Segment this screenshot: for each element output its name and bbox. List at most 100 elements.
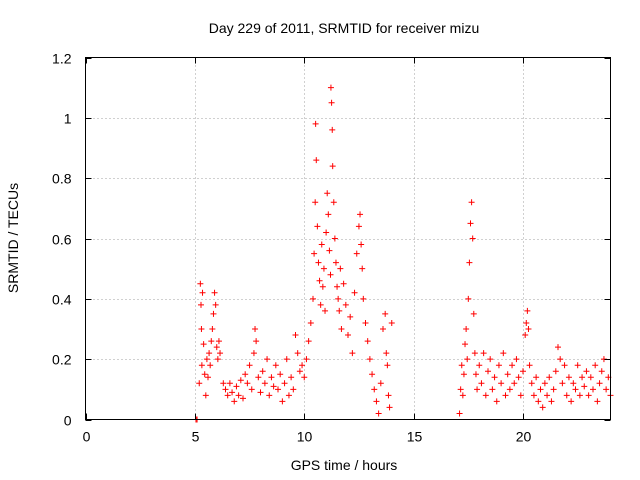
x-axis-label: GPS time / hours [291,457,398,473]
data-point [522,332,529,339]
data-point [369,371,376,378]
data-point [513,356,520,363]
data-point [301,374,308,381]
data-point [587,374,594,381]
data-point [233,383,240,390]
data-point [307,319,314,326]
axes: 0 0.2 0.4 0.6 0.8 1 1.2 0 5 10 15 20 [52,51,611,445]
data-point [329,163,336,170]
data-point [491,374,498,381]
data-point [330,199,337,206]
data-point [353,250,360,257]
data-point [495,362,502,369]
data-point [574,362,581,369]
data-point [576,392,583,399]
data-point [312,199,319,206]
data-point [526,362,533,369]
y-axis-label: SRMTID / TECUs [5,183,21,293]
data-point [511,380,518,387]
data-point [319,283,326,290]
data-point [362,319,369,326]
data-point [550,386,557,393]
data-point [476,362,483,369]
data-point [467,220,474,227]
data-point [250,350,257,357]
data-point [459,392,466,399]
data-point [559,380,566,387]
data-point [371,386,378,393]
data-point [202,392,209,399]
data-point [561,362,568,369]
data-point [252,326,259,332]
data-point [209,326,216,332]
data-point [506,386,513,393]
data-point [590,386,596,393]
y-tick-label: 0.6 [52,232,72,248]
data-point [572,386,579,393]
data-point [583,368,590,375]
data-point [535,398,542,405]
data-point [212,301,219,308]
data-point [474,386,481,393]
data-point [328,99,335,106]
data-point [570,380,577,387]
data-point [296,368,303,375]
data-point [222,386,229,393]
data-point [465,295,472,302]
data-point [200,341,207,348]
data-point [244,380,251,387]
data-point [355,223,362,230]
data-point [388,319,395,326]
data-point [310,295,316,302]
data-point [220,380,227,387]
data-point [585,392,592,399]
data-point [515,374,522,381]
y-tick-label: 0.8 [52,171,72,187]
data-point [329,126,336,133]
data-point [198,301,204,308]
data-point [277,371,284,378]
data-point [598,368,605,375]
data-point [525,326,532,332]
data-point [305,338,312,345]
y-tick-label: 0.2 [52,352,72,368]
data-point [471,350,478,357]
data-point [325,211,332,218]
data-point [327,84,334,91]
data-point [457,386,464,393]
data-point [528,380,535,387]
data-point [366,356,373,363]
data-point [458,362,465,369]
data-point [336,307,343,314]
data-point [383,350,390,357]
data-point [342,301,349,308]
data-point [332,259,339,266]
data-point [246,362,253,369]
data-point [198,326,205,332]
data-point [316,277,323,284]
data-point [231,398,238,405]
data-point [470,310,477,317]
data-point [489,386,496,393]
data-point [347,313,354,320]
data-point [375,410,382,417]
data-point [359,265,366,272]
data-point [358,241,365,248]
data-point [466,259,473,266]
data-point [380,326,386,332]
data-point [557,356,564,363]
data-point [198,362,205,369]
data-points [192,84,614,423]
data-point [253,338,260,345]
data-point [248,386,255,393]
data-point [539,404,546,411]
data-point [603,386,610,393]
data-point [463,326,470,332]
data-point [335,295,342,302]
data-point [215,338,222,345]
data-point [373,398,380,405]
data-point [315,259,322,266]
data-point [456,410,463,417]
data-point [323,229,330,236]
data-point [210,310,217,317]
